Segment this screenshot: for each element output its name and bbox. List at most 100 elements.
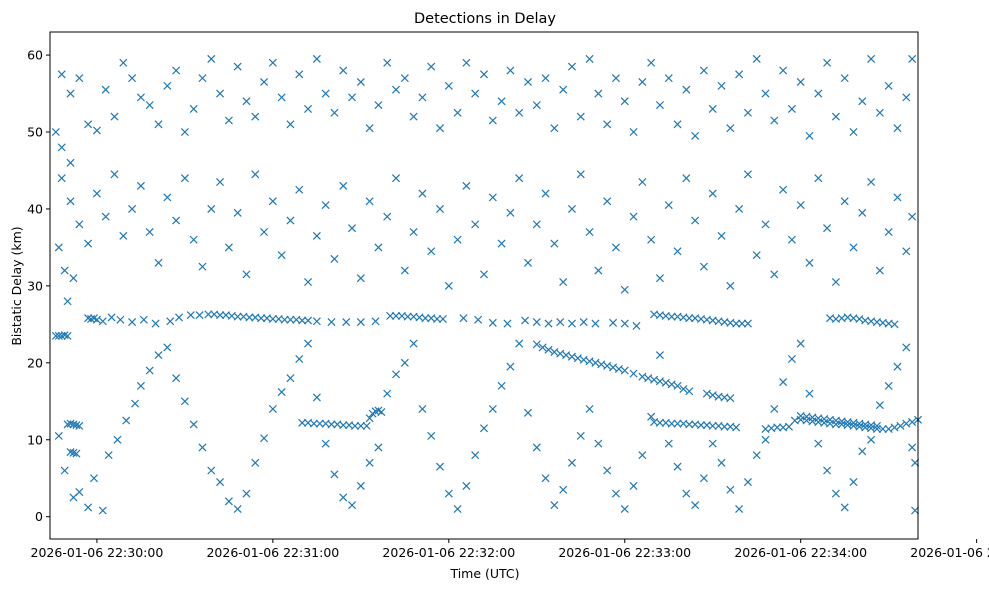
data-point-track-c	[702, 389, 711, 398]
data-point-track-a	[620, 319, 629, 328]
data-point-track-c	[685, 387, 694, 396]
data-point-noise	[523, 258, 533, 267]
data-point-track-b	[356, 421, 365, 430]
data-point-track-a	[403, 312, 412, 321]
data-point-noise	[559, 485, 568, 494]
data-point-noise	[479, 424, 489, 433]
data-point-track-a	[166, 317, 175, 326]
data-point-noise	[128, 204, 137, 213]
data-point-noise	[515, 108, 524, 117]
data-point-track-a	[371, 317, 380, 326]
data-point-noise	[251, 112, 260, 121]
data-point-noise	[471, 451, 480, 460]
data-point-noise	[409, 112, 418, 121]
data-point-noise	[585, 54, 594, 63]
data-point-track-a	[312, 317, 321, 326]
data-point-noise	[60, 466, 69, 475]
data-point-noise	[479, 70, 489, 79]
data-point-noise	[735, 504, 744, 514]
data-point-noise	[647, 235, 656, 244]
data-point-noise	[603, 197, 612, 206]
data-point-noise	[831, 278, 840, 287]
data-point-noise	[277, 388, 286, 397]
data-point-noise	[488, 193, 497, 202]
data-point-noise	[708, 439, 717, 448]
data-point-noise	[418, 404, 427, 414]
data-point-noise	[295, 185, 304, 194]
data-point-track-a	[556, 318, 565, 327]
data-point-noise	[233, 208, 242, 217]
data-point-track-a	[743, 319, 752, 328]
data-point-noise	[655, 101, 664, 110]
data-point-noise	[620, 97, 629, 106]
data-point-noise	[84, 239, 93, 248]
data-point-noise	[101, 212, 110, 221]
data-point-noise	[867, 54, 876, 63]
data-point-noise	[796, 77, 805, 87]
data-point-noise	[321, 89, 330, 98]
data-point-noise	[172, 374, 181, 383]
data-point-noise	[761, 89, 770, 98]
data-point-noise	[594, 439, 603, 448]
data-point-noise	[576, 170, 585, 179]
data-point-noise	[145, 101, 154, 110]
data-point-track-a	[667, 312, 676, 321]
data-point-noise	[471, 220, 480, 229]
data-point-noise	[189, 420, 198, 429]
data-point-track-a	[488, 318, 497, 327]
x-tick-label: 2026-01-06 22:32:00	[382, 545, 515, 560]
data-point-noise	[207, 466, 216, 475]
y-tick-label: 60	[27, 48, 43, 63]
data-point-track-b	[890, 423, 899, 432]
data-point-noise	[814, 89, 823, 98]
data-point-noise	[348, 93, 357, 102]
data-point-track-b	[773, 423, 782, 432]
data-point-noise	[268, 404, 277, 414]
data-point-noise	[453, 108, 462, 117]
data-point-track-a	[139, 315, 148, 324]
data-point-track-a	[98, 317, 107, 326]
data-point-track-a	[356, 318, 365, 327]
data-point-track-c	[661, 378, 670, 387]
data-point-track-c	[650, 375, 659, 384]
data-point-track-a	[233, 312, 242, 321]
data-point-track-a	[57, 331, 66, 340]
data-point-track-c	[556, 349, 565, 358]
data-point-noise	[462, 481, 471, 490]
data-point-noise	[321, 439, 330, 448]
data-point-track-c	[609, 363, 618, 372]
data-point-noise	[63, 297, 72, 306]
data-point-noise	[409, 228, 418, 237]
data-point-track-b	[365, 414, 374, 423]
data-point-noise	[242, 97, 251, 106]
data-point-noise	[113, 435, 122, 444]
data-point-noise	[770, 404, 779, 414]
data-point-noise	[770, 270, 779, 279]
data-point-noise	[796, 339, 805, 348]
data-point-noise	[908, 212, 917, 221]
data-point-noise	[119, 231, 128, 240]
data-point-track-b	[784, 422, 793, 431]
data-point-track-c	[585, 357, 594, 366]
data-point-noise	[374, 443, 383, 452]
data-point-track-a	[738, 319, 747, 328]
data-point-track-b	[309, 419, 318, 428]
data-point-noise	[831, 112, 840, 121]
data-point-noise	[550, 124, 559, 133]
data-point-noise	[893, 362, 902, 371]
data-point-noise	[805, 258, 814, 267]
data-point-track-a	[342, 318, 351, 327]
data-point-noise	[66, 89, 75, 98]
data-point-noise	[251, 170, 260, 179]
data-point-noise	[374, 101, 383, 110]
data-point-noise	[260, 77, 269, 87]
data-point-noise	[75, 220, 84, 229]
data-point-noise	[567, 458, 576, 467]
data-point-noise	[312, 231, 321, 240]
data-point-noise	[57, 174, 66, 183]
data-point-noise	[295, 354, 304, 363]
data-point-noise	[233, 62, 242, 71]
y-tick-label: 50	[27, 125, 43, 140]
chart-title: Detections in Delay	[414, 11, 556, 27]
data-point-noise	[620, 285, 629, 294]
